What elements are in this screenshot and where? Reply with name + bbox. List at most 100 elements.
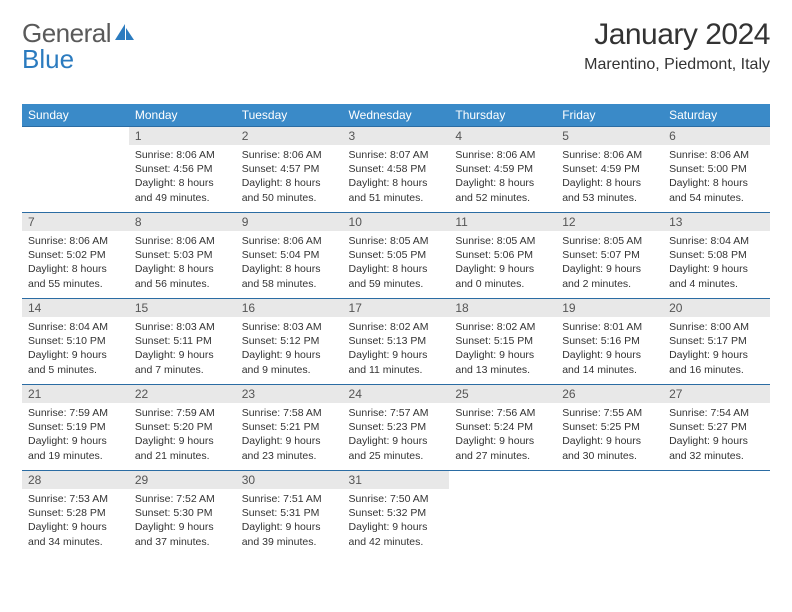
day-number: 8 [129, 212, 236, 231]
day-details: Sunrise: 7:56 AMSunset: 5:24 PMDaylight:… [449, 403, 556, 465]
day-number: 29 [129, 470, 236, 489]
calendar-cell: 28Sunrise: 7:53 AMSunset: 5:28 PMDayligh… [22, 470, 129, 556]
calendar-cell: 17Sunrise: 8:02 AMSunset: 5:13 PMDayligh… [343, 298, 450, 384]
day-number: 10 [343, 212, 450, 231]
weekday-header: Wednesday [343, 104, 450, 126]
day-details: Sunrise: 8:06 AMSunset: 4:57 PMDaylight:… [236, 145, 343, 207]
day-details: Sunrise: 8:03 AMSunset: 5:12 PMDaylight:… [236, 317, 343, 379]
empty-day-bar [449, 470, 556, 488]
day-details: Sunrise: 8:02 AMSunset: 5:15 PMDaylight:… [449, 317, 556, 379]
calendar-cell: 29Sunrise: 7:52 AMSunset: 5:30 PMDayligh… [129, 470, 236, 556]
calendar-body: 1Sunrise: 8:06 AMSunset: 4:56 PMDaylight… [22, 126, 770, 556]
weekday-header: Tuesday [236, 104, 343, 126]
calendar-week-row: 21Sunrise: 7:59 AMSunset: 5:19 PMDayligh… [22, 384, 770, 470]
calendar-cell: 1Sunrise: 8:06 AMSunset: 4:56 PMDaylight… [129, 126, 236, 212]
day-number: 4 [449, 126, 556, 145]
day-details: Sunrise: 8:06 AMSunset: 5:04 PMDaylight:… [236, 231, 343, 293]
day-number: 30 [236, 470, 343, 489]
calendar-cell: 25Sunrise: 7:56 AMSunset: 5:24 PMDayligh… [449, 384, 556, 470]
day-number: 31 [343, 470, 450, 489]
day-details: Sunrise: 8:06 AMSunset: 4:59 PMDaylight:… [449, 145, 556, 207]
brand-word-2: Blue [22, 44, 74, 75]
day-details: Sunrise: 8:06 AMSunset: 4:59 PMDaylight:… [556, 145, 663, 207]
day-number: 28 [22, 470, 129, 489]
calendar-week-row: 7Sunrise: 8:06 AMSunset: 5:02 PMDaylight… [22, 212, 770, 298]
day-number: 5 [556, 126, 663, 145]
day-details: Sunrise: 8:00 AMSunset: 5:17 PMDaylight:… [663, 317, 770, 379]
calendar-cell: 7Sunrise: 8:06 AMSunset: 5:02 PMDaylight… [22, 212, 129, 298]
day-details: Sunrise: 7:52 AMSunset: 5:30 PMDaylight:… [129, 489, 236, 551]
day-details: Sunrise: 8:06 AMSunset: 4:56 PMDaylight:… [129, 145, 236, 207]
day-number: 6 [663, 126, 770, 145]
calendar-week-row: 14Sunrise: 8:04 AMSunset: 5:10 PMDayligh… [22, 298, 770, 384]
weekday-header: Monday [129, 104, 236, 126]
day-number: 22 [129, 384, 236, 403]
day-number: 14 [22, 298, 129, 317]
day-details: Sunrise: 8:06 AMSunset: 5:03 PMDaylight:… [129, 231, 236, 293]
day-details: Sunrise: 8:03 AMSunset: 5:11 PMDaylight:… [129, 317, 236, 379]
day-number: 20 [663, 298, 770, 317]
day-details: Sunrise: 7:53 AMSunset: 5:28 PMDaylight:… [22, 489, 129, 551]
day-number: 24 [343, 384, 450, 403]
day-details: Sunrise: 8:05 AMSunset: 5:05 PMDaylight:… [343, 231, 450, 293]
day-details: Sunrise: 7:59 AMSunset: 5:20 PMDaylight:… [129, 403, 236, 465]
day-number: 17 [343, 298, 450, 317]
calendar-cell: 26Sunrise: 7:55 AMSunset: 5:25 PMDayligh… [556, 384, 663, 470]
calendar-page: General January 2024 Marentino, Piedmont… [0, 0, 792, 556]
day-details: Sunrise: 8:04 AMSunset: 5:10 PMDaylight:… [22, 317, 129, 379]
empty-day-bar [22, 126, 129, 144]
day-number: 3 [343, 126, 450, 145]
calendar-cell [22, 126, 129, 212]
calendar-cell: 13Sunrise: 8:04 AMSunset: 5:08 PMDayligh… [663, 212, 770, 298]
day-number: 26 [556, 384, 663, 403]
page-header: General January 2024 Marentino, Piedmont… [22, 18, 770, 74]
page-title: January 2024 [584, 18, 770, 52]
day-number: 15 [129, 298, 236, 317]
day-number: 23 [236, 384, 343, 403]
day-details: Sunrise: 7:59 AMSunset: 5:19 PMDaylight:… [22, 403, 129, 465]
calendar-cell: 12Sunrise: 8:05 AMSunset: 5:07 PMDayligh… [556, 212, 663, 298]
empty-day-bar [663, 470, 770, 488]
calendar-table: SundayMondayTuesdayWednesdayThursdayFrid… [22, 104, 770, 556]
calendar-cell: 23Sunrise: 7:58 AMSunset: 5:21 PMDayligh… [236, 384, 343, 470]
calendar-cell: 24Sunrise: 7:57 AMSunset: 5:23 PMDayligh… [343, 384, 450, 470]
calendar-cell: 31Sunrise: 7:50 AMSunset: 5:32 PMDayligh… [343, 470, 450, 556]
calendar-week-row: 1Sunrise: 8:06 AMSunset: 4:56 PMDaylight… [22, 126, 770, 212]
calendar-cell: 14Sunrise: 8:04 AMSunset: 5:10 PMDayligh… [22, 298, 129, 384]
calendar-cell: 27Sunrise: 7:54 AMSunset: 5:27 PMDayligh… [663, 384, 770, 470]
calendar-cell [663, 470, 770, 556]
day-details: Sunrise: 8:05 AMSunset: 5:06 PMDaylight:… [449, 231, 556, 293]
day-number: 11 [449, 212, 556, 231]
day-details: Sunrise: 7:55 AMSunset: 5:25 PMDaylight:… [556, 403, 663, 465]
day-number: 16 [236, 298, 343, 317]
page-subtitle: Marentino, Piedmont, Italy [584, 56, 770, 74]
day-number: 9 [236, 212, 343, 231]
day-details: Sunrise: 8:06 AMSunset: 5:00 PMDaylight:… [663, 145, 770, 207]
day-number: 13 [663, 212, 770, 231]
weekday-header: Friday [556, 104, 663, 126]
calendar-cell: 18Sunrise: 8:02 AMSunset: 5:15 PMDayligh… [449, 298, 556, 384]
calendar-cell: 8Sunrise: 8:06 AMSunset: 5:03 PMDaylight… [129, 212, 236, 298]
weekday-header: Saturday [663, 104, 770, 126]
calendar-cell: 19Sunrise: 8:01 AMSunset: 5:16 PMDayligh… [556, 298, 663, 384]
calendar-cell: 10Sunrise: 8:05 AMSunset: 5:05 PMDayligh… [343, 212, 450, 298]
day-details: Sunrise: 8:02 AMSunset: 5:13 PMDaylight:… [343, 317, 450, 379]
day-details: Sunrise: 7:51 AMSunset: 5:31 PMDaylight:… [236, 489, 343, 551]
calendar-cell [556, 470, 663, 556]
calendar-cell: 16Sunrise: 8:03 AMSunset: 5:12 PMDayligh… [236, 298, 343, 384]
calendar-cell: 11Sunrise: 8:05 AMSunset: 5:06 PMDayligh… [449, 212, 556, 298]
calendar-cell: 30Sunrise: 7:51 AMSunset: 5:31 PMDayligh… [236, 470, 343, 556]
calendar-cell: 2Sunrise: 8:06 AMSunset: 4:57 PMDaylight… [236, 126, 343, 212]
day-number: 21 [22, 384, 129, 403]
weekday-header: Thursday [449, 104, 556, 126]
calendar-cell: 21Sunrise: 7:59 AMSunset: 5:19 PMDayligh… [22, 384, 129, 470]
day-details: Sunrise: 8:04 AMSunset: 5:08 PMDaylight:… [663, 231, 770, 293]
day-number: 18 [449, 298, 556, 317]
empty-day-bar [556, 470, 663, 488]
calendar-cell: 15Sunrise: 8:03 AMSunset: 5:11 PMDayligh… [129, 298, 236, 384]
day-number: 27 [663, 384, 770, 403]
day-details: Sunrise: 7:54 AMSunset: 5:27 PMDaylight:… [663, 403, 770, 465]
day-number: 2 [236, 126, 343, 145]
day-details: Sunrise: 8:05 AMSunset: 5:07 PMDaylight:… [556, 231, 663, 293]
day-details: Sunrise: 8:07 AMSunset: 4:58 PMDaylight:… [343, 145, 450, 207]
